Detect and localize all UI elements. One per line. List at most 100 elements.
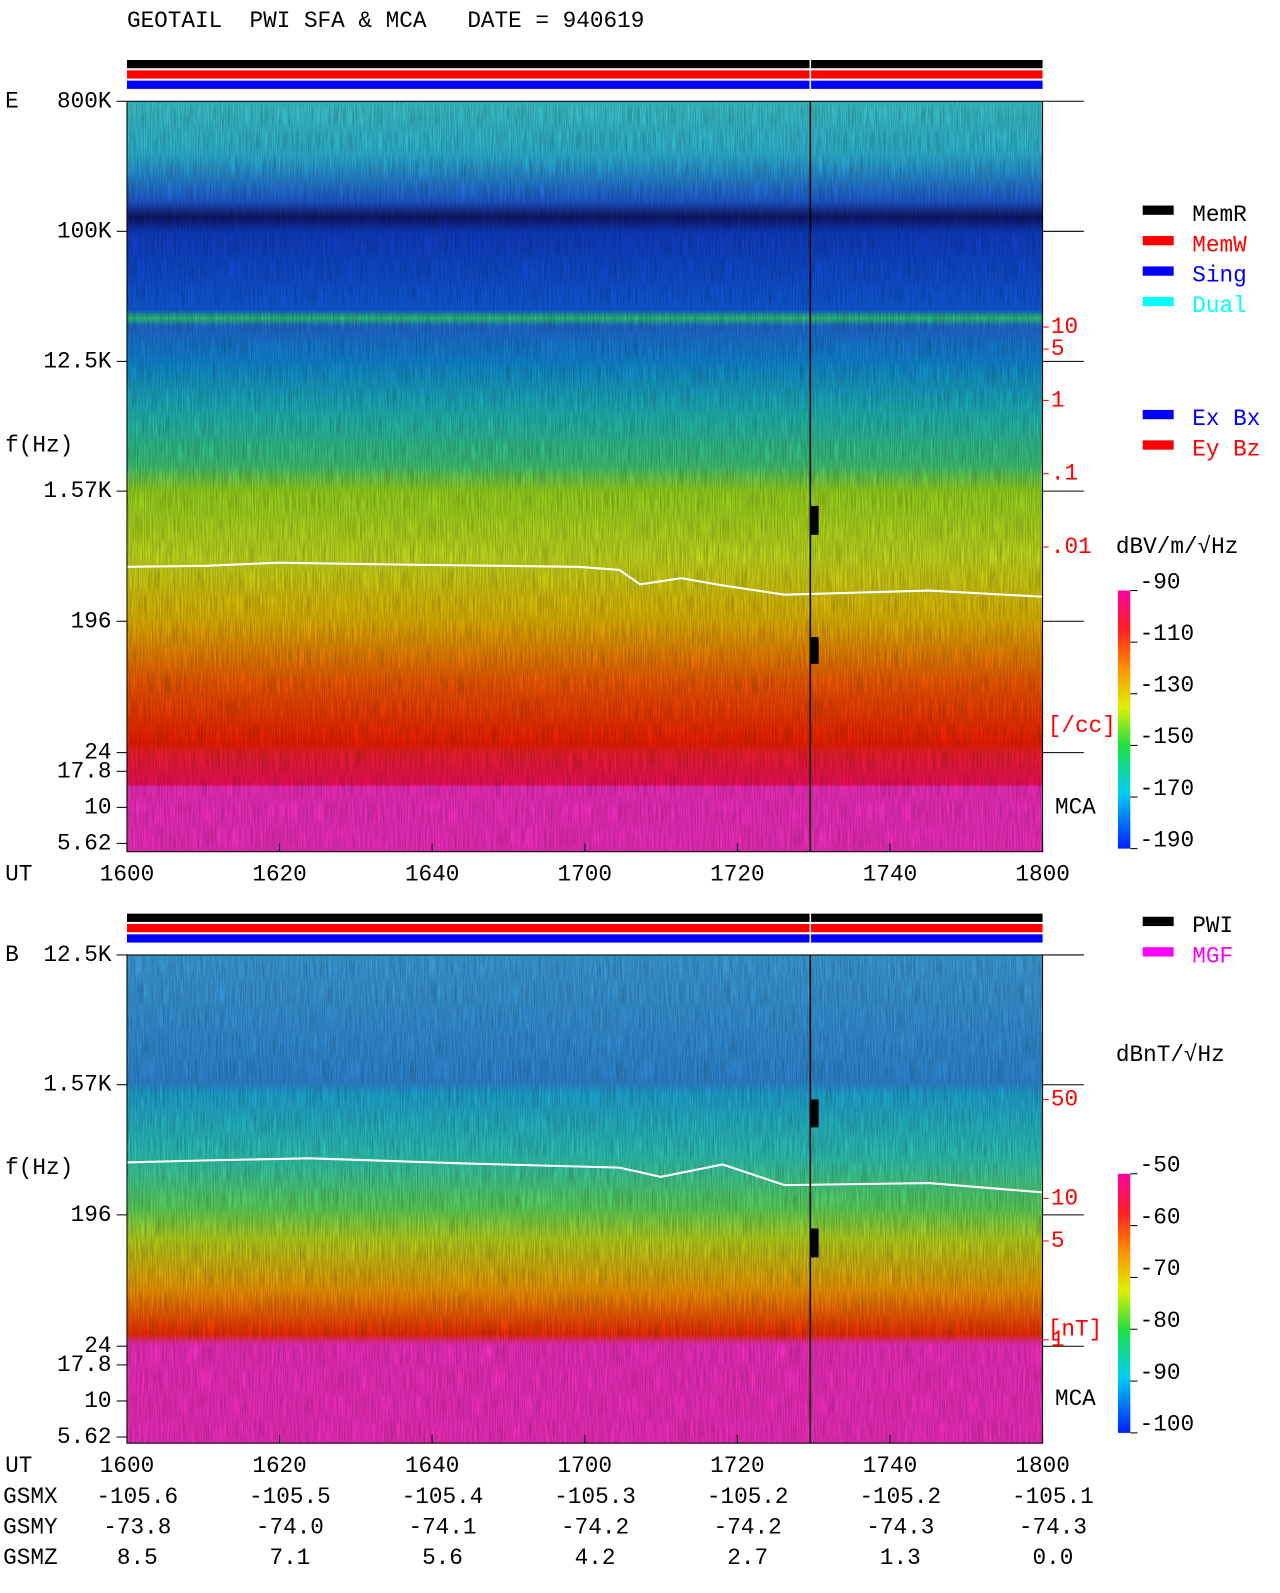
x-tick-label: 1720 [710, 1453, 764, 1479]
colorbar-tick-label: -190 [1140, 827, 1194, 853]
legend-swatch [1142, 916, 1174, 927]
title: GEOTAIL PWI SFA & MCA DATE = 940619 [127, 8, 644, 34]
colorbar-tick-label: -90 [1140, 569, 1181, 595]
spectrogram-texture [126, 101, 1043, 852]
orbit-value: 1.3 [880, 1545, 921, 1571]
orbit-value: 5.6 [422, 1545, 463, 1571]
orbit-value: 7.1 [269, 1545, 310, 1571]
orbit-value: -105.4 [402, 1484, 484, 1510]
orbit-value: -105.6 [96, 1484, 178, 1510]
y-tick-label: 1.57K [43, 1072, 111, 1098]
orbit-row-label: GSMY [3, 1514, 58, 1540]
colorbar-tick-label: -150 [1140, 724, 1194, 750]
status-bar [126, 80, 1043, 89]
legend-label: Sing [1192, 263, 1246, 289]
orbit-value: -74.1 [408, 1514, 476, 1540]
legend-label: Dual [1192, 293, 1246, 319]
legend-swatch [1142, 235, 1174, 246]
region-label: MCA [1055, 794, 1096, 820]
colorbar-tick-label: -80 [1140, 1308, 1181, 1334]
y-tick-label: 5.62 [57, 1424, 111, 1450]
y2-tick-label: 10 [1051, 314, 1078, 340]
orbit-value: -105.2 [707, 1484, 789, 1510]
x-tick-label: 1800 [1015, 861, 1069, 887]
plasma-line [126, 1157, 1043, 1194]
y2-tick-label: 50 [1051, 1086, 1078, 1112]
x-tick-label: 1700 [558, 861, 612, 887]
colorbar-label: dBnT/√Hz [1116, 1042, 1225, 1068]
colorbar-tick-label: -110 [1140, 621, 1194, 647]
y-tick-label: 100K [57, 218, 112, 244]
orbit-value: -74.3 [1019, 1514, 1087, 1540]
colorbar-tick-label: -170 [1140, 776, 1194, 802]
orbit-value: -74.2 [714, 1514, 782, 1540]
legend-label: MemW [1192, 232, 1247, 258]
x-tick-label: 1600 [100, 1453, 154, 1479]
y-tick-label: 10 [84, 794, 111, 820]
colorbar [1117, 590, 1131, 849]
y-tick-label: 1.57K [43, 478, 111, 504]
y2-tick-label: 1 [1051, 387, 1065, 413]
status-bar [126, 934, 1043, 943]
x-tick-label: 1700 [558, 1453, 612, 1479]
orbit-row-label: GSMZ [3, 1545, 57, 1571]
x-tick-label: 1640 [405, 861, 459, 887]
colorbar-label: dBV/m/√Hz [1116, 534, 1239, 560]
orbit-value: -105.1 [1012, 1484, 1094, 1510]
y-tick-label: 24 [84, 740, 111, 766]
colorbar-tick-label: -100 [1140, 1412, 1194, 1438]
legend-swatch [1142, 205, 1174, 215]
orbit-value: 4.2 [575, 1545, 616, 1571]
status-bar [126, 913, 1043, 922]
colorbar-tick-label: -50 [1140, 1153, 1181, 1179]
y2-tick-label: 5 [1051, 336, 1065, 362]
legend-swatch [1142, 296, 1174, 307]
orbit-value: -74.3 [866, 1514, 934, 1540]
legend-swatch [1142, 440, 1174, 450]
orbit-value: 2.7 [727, 1545, 768, 1571]
legend-label: MGF [1192, 944, 1233, 970]
y-axis-label: f(Hz) [5, 1155, 73, 1181]
x-tick-label: 1740 [863, 1453, 917, 1479]
legend-swatch [1142, 947, 1174, 957]
panel-label: E [5, 88, 19, 114]
y2-tick-label: .1 [1051, 461, 1078, 487]
spectrogram-texture [126, 954, 1043, 1444]
gap-mark [810, 637, 819, 664]
orbit-row-label: GSMX [3, 1484, 58, 1510]
region-label: MCA [1055, 1386, 1096, 1412]
y2-tick-label: 10 [1051, 1185, 1078, 1211]
y2-tick-label: 1 [1051, 1327, 1065, 1353]
legend-label: Ey Bz [1192, 437, 1260, 463]
y2-tick-label: .01 [1051, 534, 1092, 560]
y-tick-label: 800K [57, 88, 112, 114]
y-tick-label: 24 [84, 1333, 111, 1359]
orbit-value: -105.3 [554, 1484, 636, 1510]
x-tick-label: 1640 [405, 1453, 459, 1479]
y-tick-label: 17.8 [57, 1352, 111, 1378]
status-bar [126, 923, 1043, 933]
legend-label: Ex Bx [1192, 406, 1260, 432]
status-bar [126, 70, 1043, 79]
plasma-line [126, 561, 1043, 598]
orbit-value: -74.0 [256, 1514, 324, 1540]
orbit-value: 8.5 [117, 1545, 158, 1571]
colorbar [1117, 1173, 1131, 1433]
x-tick-label: 1800 [1015, 1453, 1069, 1479]
x-tick-label: 1740 [863, 861, 917, 887]
y2-tick-label: 5 [1051, 1228, 1065, 1254]
y-tick-label: 12.5K [43, 348, 111, 374]
y-axis-label: f(Hz) [5, 433, 73, 459]
y-tick-label: 196 [71, 608, 112, 634]
colorbar-tick-label: -130 [1140, 673, 1194, 699]
gap-mark [810, 1228, 819, 1258]
colorbar-tick-label: -70 [1140, 1256, 1181, 1282]
panel-label: B [5, 942, 19, 968]
y-tick-label: 10 [84, 1388, 111, 1414]
gap-mark [810, 1099, 819, 1128]
orbit-value: -73.8 [103, 1514, 171, 1540]
y-tick-label: 12.5K [43, 942, 111, 968]
